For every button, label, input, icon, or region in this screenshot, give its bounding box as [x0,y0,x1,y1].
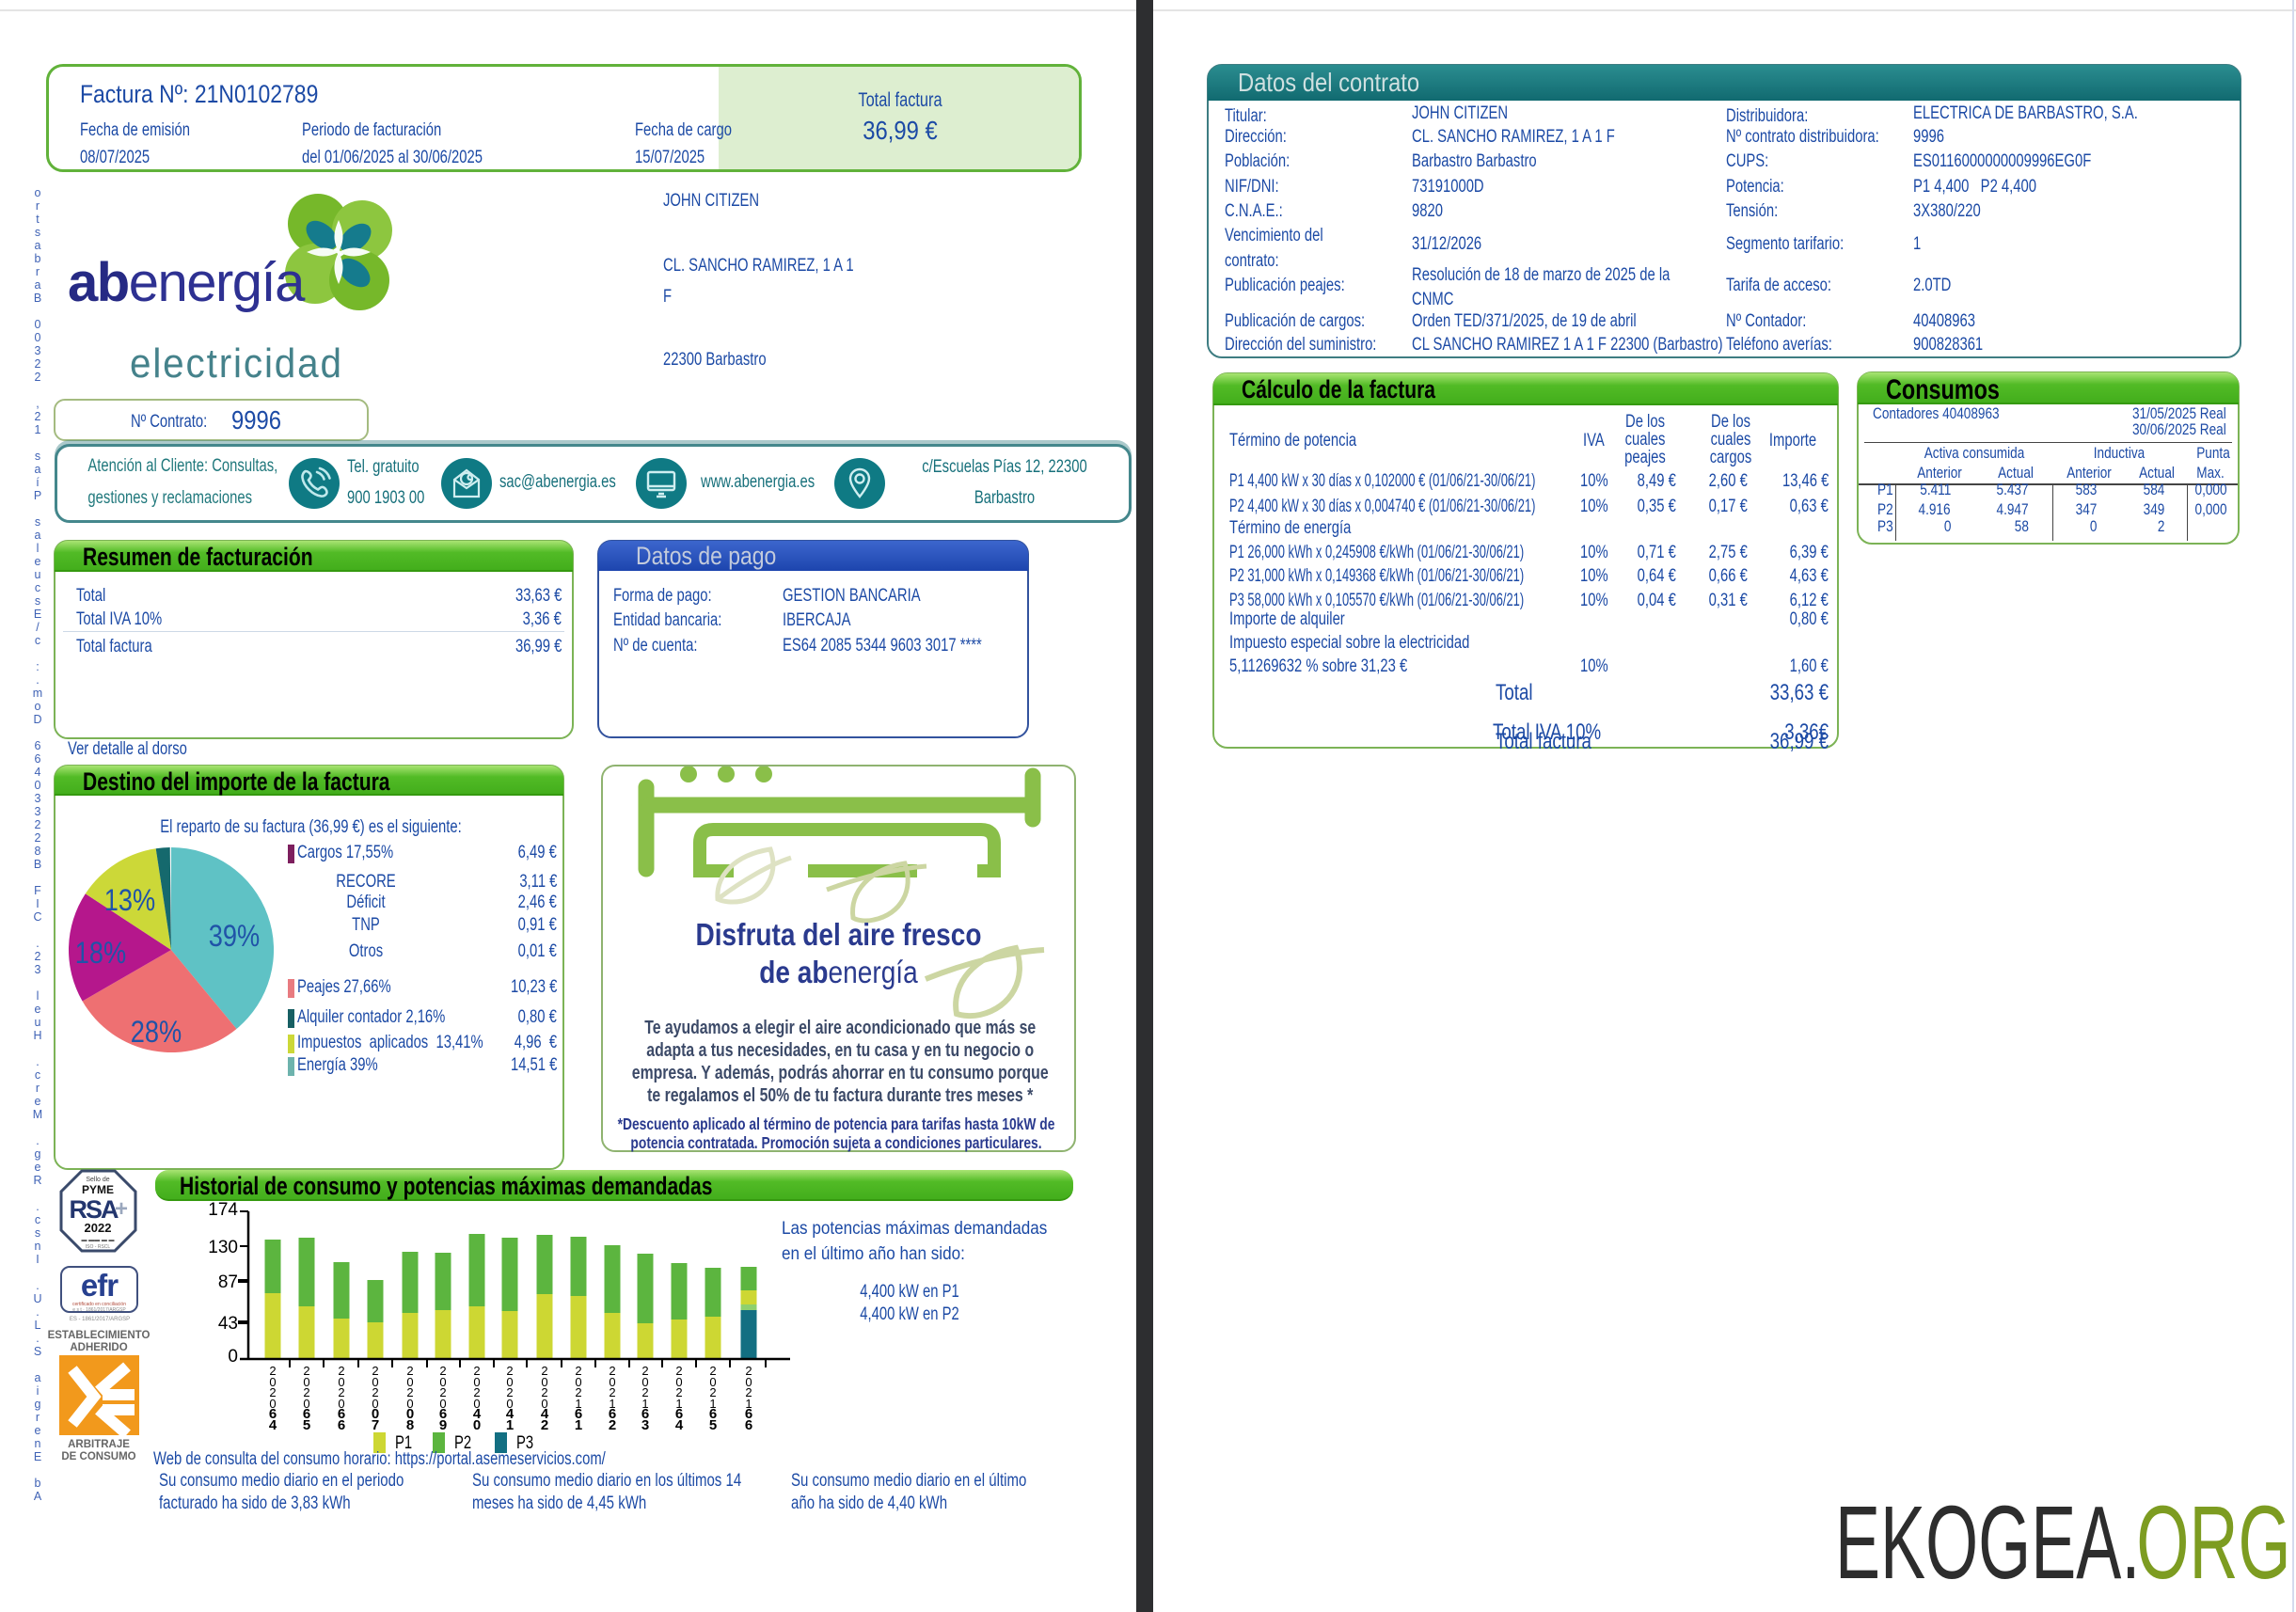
svg-text:2022: 2022 [85,1221,112,1235]
svg-text:+: + [115,1196,128,1222]
svg-text:▬ ▬▬ ▬ ▬: ▬ ▬▬ ▬ ▬ [81,1238,114,1243]
svg-text:RSA: RSA [69,1195,119,1224]
svg-text:Sello de: Sello de [86,1177,109,1183]
svg-text:PYME: PYME [82,1183,114,1196]
svg-text:ISO - RSCL: ISO - RSCL [86,1244,111,1250]
